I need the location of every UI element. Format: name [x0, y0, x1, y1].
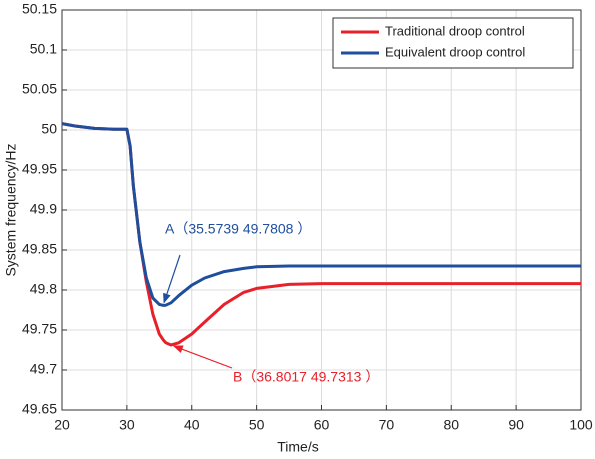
x-tick-label: 20 — [54, 417, 70, 433]
series-line — [61, 122, 581, 307]
x-tick-label: 60 — [314, 417, 330, 433]
x-tick-label: 70 — [379, 417, 395, 433]
y-tick-label: 49.8 — [30, 281, 57, 297]
y-tick-label: 50 — [41, 121, 57, 137]
annotation-arrow — [172, 345, 233, 369]
y-tick-label: 50.15 — [22, 1, 57, 17]
x-tick-label: 80 — [443, 417, 459, 433]
x-tick-label: 100 — [569, 417, 593, 433]
y-tick-label: 50.05 — [22, 81, 57, 97]
legend-label: Equivalent droop control — [385, 44, 525, 59]
x-axis-label: Time/s — [277, 439, 318, 455]
y-tick-label: 49.85 — [22, 241, 57, 257]
y-axis-label: System frequency/Hz — [3, 143, 19, 276]
y-tick-label: 49.65 — [22, 401, 57, 417]
annotation: B（36.8017 49.7313 ） — [233, 369, 379, 385]
x-tick-label: 40 — [184, 417, 200, 433]
y-tick-label: 49.95 — [22, 161, 57, 177]
y-tick-label: 50.1 — [30, 41, 57, 57]
legend-label: Traditional droop control — [385, 23, 525, 38]
legend-box — [332, 17, 574, 69]
annotation-arrow — [163, 254, 181, 304]
x-tick-label: 30 — [119, 417, 135, 433]
annotation: A（35.5739 49.7808 ） — [165, 221, 311, 237]
x-tick-label: 90 — [508, 417, 524, 433]
y-tick-label: 49.7 — [30, 361, 57, 377]
x-tick-label: 50 — [249, 417, 265, 433]
y-tick-label: 49.9 — [30, 201, 57, 217]
y-tick-label: 49.75 — [22, 321, 57, 337]
plot-frame — [61, 9, 582, 411]
